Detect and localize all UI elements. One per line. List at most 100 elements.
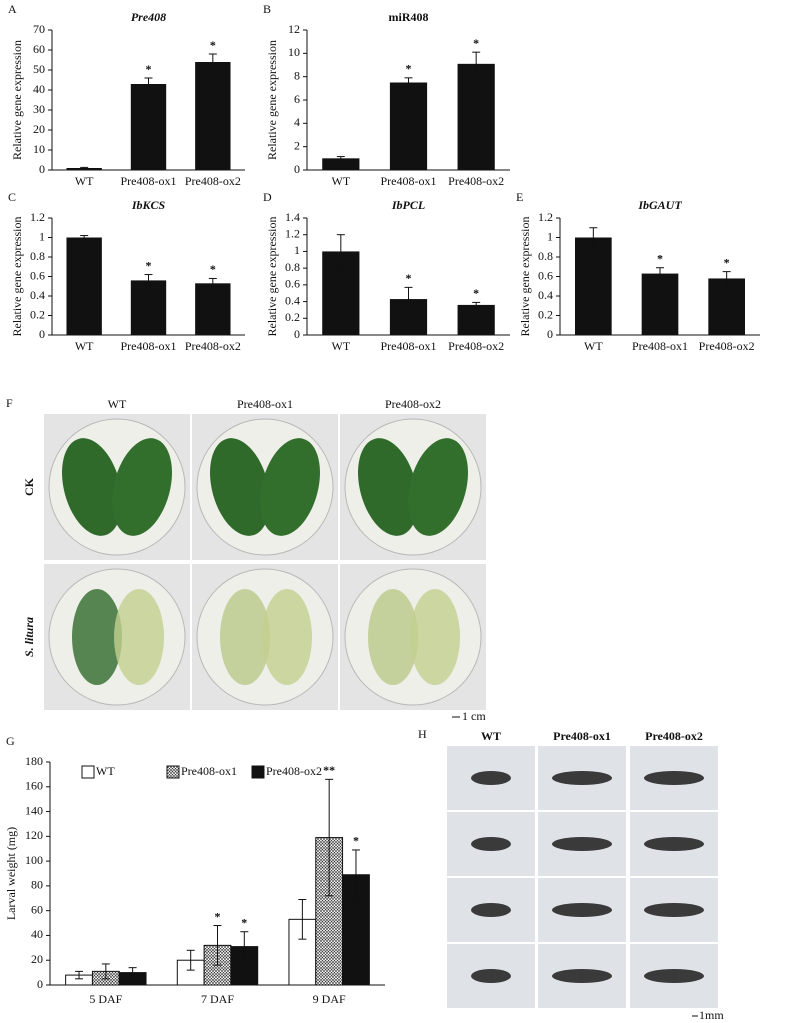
y-axis-label: Relative gene expression (518, 217, 532, 337)
legend-swatch (251, 765, 265, 779)
larva (552, 837, 612, 851)
y-tick-label: 180 (25, 754, 43, 768)
y-tick-label: 0.4 (30, 288, 45, 302)
panel-label: D (263, 190, 272, 204)
y-tick-label: 160 (25, 779, 43, 793)
column-label: Pre408-ox1 (553, 729, 611, 743)
row-label: S. litura (22, 617, 36, 657)
y-tick-label: 40 (33, 82, 45, 96)
legend-label: Pre408-ox1 (181, 764, 237, 778)
leaf (260, 438, 320, 536)
y-tick-label: 8 (294, 68, 300, 82)
leaf-remains (410, 589, 460, 685)
error-bar (75, 970, 84, 980)
y-tick-label: 0.4 (285, 293, 300, 307)
bar (708, 278, 745, 335)
x-tick-label: Pre408-ox2 (448, 339, 504, 353)
error-bar (80, 235, 89, 240)
error-bar (336, 156, 345, 161)
y-tick-label: 1 (294, 243, 300, 257)
y-tick-label: 70 (33, 22, 45, 36)
scale-label: 1mm (699, 1008, 724, 1022)
bar (230, 946, 259, 986)
column-label: WT (481, 729, 501, 743)
y-tick-label: 60 (33, 42, 45, 56)
x-tick-label: Pre408-ox2 (185, 174, 241, 188)
error-bar (298, 899, 307, 940)
y-tick-label: 1.2 (538, 210, 553, 224)
leaf (62, 438, 122, 536)
panel-label: B (263, 2, 271, 16)
x-tick-label: 5 DAF (89, 992, 122, 1006)
column-label: Pre408-ox2 (385, 397, 441, 411)
chart-title: IbGAUT (637, 198, 682, 212)
error-bar (722, 271, 731, 286)
y-tick-label: 0.6 (538, 268, 553, 282)
significance: * (146, 62, 152, 76)
larva (471, 837, 511, 851)
y-tick-label: 1.4 (285, 210, 300, 224)
legend-swatch (166, 765, 180, 779)
panel-label: G (6, 734, 15, 748)
error-bar (656, 267, 664, 280)
error-bar (351, 849, 360, 901)
leaf (112, 438, 172, 536)
y-tick-label: 0 (39, 162, 45, 176)
y-tick-label: 40 (31, 927, 43, 941)
y-tick-label: 0 (294, 162, 300, 176)
leaf-remains (220, 589, 270, 685)
significance: * (353, 834, 359, 848)
error-bar (80, 166, 89, 170)
error-bar (472, 51, 481, 76)
significance: * (473, 36, 479, 50)
bar (195, 62, 231, 170)
y-tick-label: 120 (25, 828, 43, 842)
y-tick-label: 0 (294, 327, 300, 341)
error-bar (472, 301, 481, 308)
error-bar (240, 931, 249, 962)
larva (552, 903, 612, 917)
y-tick-label: 0.2 (538, 307, 553, 321)
leaf-remains (72, 589, 122, 685)
y-tick-label: 100 (25, 853, 43, 867)
scale-label: 1 cm (462, 709, 486, 723)
larva (471, 969, 511, 983)
error-bar (144, 77, 153, 91)
x-tick-label: Pre408-ox1 (121, 339, 177, 353)
y-tick-label: 0 (37, 977, 43, 991)
bar (66, 237, 102, 335)
y-tick-label: 4 (294, 115, 300, 129)
bar (322, 158, 360, 170)
larva (644, 969, 704, 983)
significance: * (241, 915, 247, 929)
y-tick-label: 1.2 (30, 210, 45, 224)
y-tick-label: 0.4 (538, 288, 553, 302)
leaf (210, 438, 270, 536)
y-tick-label: 60 (31, 902, 43, 916)
y-tick-label: 0.2 (285, 310, 300, 324)
y-tick-label: 30 (33, 102, 45, 116)
significance: * (210, 38, 216, 52)
panel-label: A (8, 2, 17, 16)
larva (644, 837, 704, 851)
row-label: CK (22, 477, 36, 496)
x-tick-label: WT (332, 339, 351, 353)
significance: * (406, 62, 412, 76)
legend-label: Pre408-ox2 (266, 764, 322, 778)
bar (195, 283, 231, 335)
significance: * (473, 286, 479, 300)
y-tick-label: 0.8 (538, 249, 553, 263)
error-bar (336, 234, 345, 269)
y-axis-label: Relative gene expression (265, 40, 279, 160)
significance: * (210, 262, 216, 276)
error-bar (128, 967, 137, 979)
legend-swatch (81, 765, 95, 779)
chart-title: IbKCS (131, 198, 166, 212)
legend-label: WT (96, 764, 115, 778)
panel-label: E (516, 190, 523, 204)
y-axis-label: Relative gene expression (10, 217, 24, 337)
y-tick-label: 12 (288, 22, 300, 36)
y-tick-label: 20 (33, 122, 45, 136)
error-bar (325, 778, 334, 897)
